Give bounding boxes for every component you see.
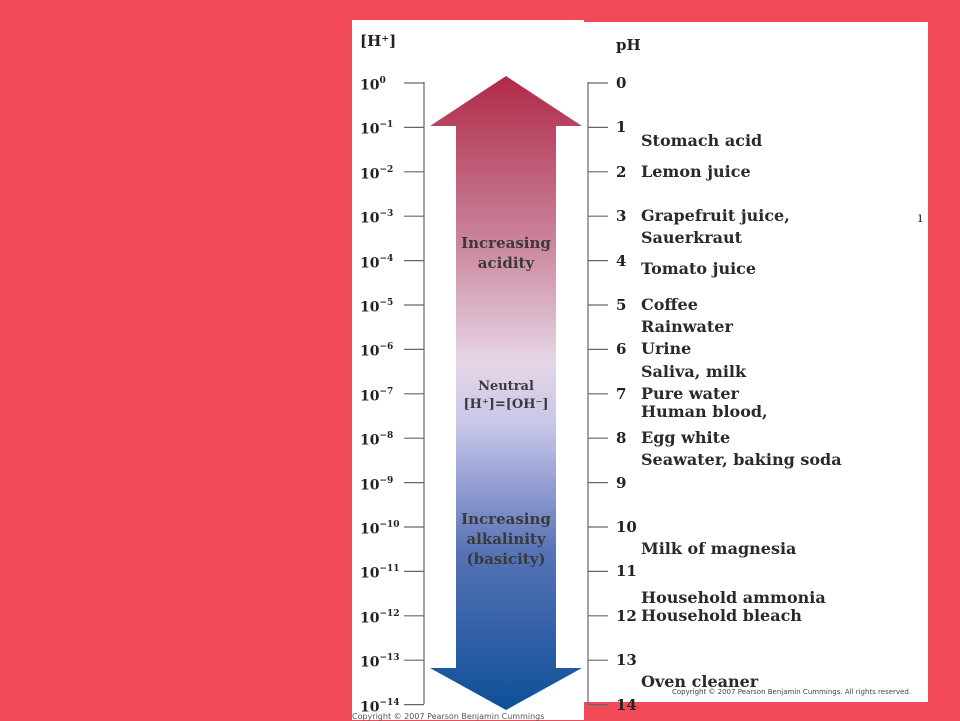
substance-label: Saliva, milk	[641, 361, 747, 381]
alkalinity-label: Increasing alkalinity (basicity)	[436, 509, 576, 569]
substance-label: Lemon juice	[641, 161, 751, 181]
substance-label: Egg white	[641, 428, 731, 448]
conc-exponent: −1	[379, 120, 394, 131]
substance-label: Milk of magnesia	[641, 539, 797, 559]
substance-label: Urine	[641, 339, 692, 359]
conc-base: 10	[360, 344, 380, 361]
ph-label: 1	[616, 118, 627, 137]
ph-label: 5	[616, 296, 627, 314]
ph-label: 6	[616, 340, 627, 359]
alkalinity-line-1: Increasing	[461, 510, 551, 528]
conc-exponent: 0	[379, 76, 386, 86]
conc-base: 10	[360, 299, 380, 316]
acidity-line-1: Increasing	[461, 234, 551, 252]
ph-label: 8	[616, 429, 627, 448]
conc-label: 10−13	[360, 651, 400, 671]
conc-exponent: −14	[379, 697, 400, 708]
conc-exponent: −4	[379, 253, 394, 264]
substance-label: Stomach acid	[641, 130, 763, 150]
conc-exponent: −11	[379, 564, 400, 575]
substance-label: Tomato juice	[641, 259, 757, 279]
conc-exponent: −5	[379, 298, 394, 308]
substance-label: Coffee	[641, 295, 698, 314]
conc-exponent: −7	[379, 386, 394, 397]
diagram-panel-right	[584, 22, 928, 702]
conc-label: 10−6	[360, 340, 393, 360]
conc-base: 10	[360, 654, 380, 671]
substance-label: Human blood,	[641, 401, 768, 421]
conc-exponent: −12	[379, 608, 400, 619]
conc-label: 10−14	[360, 696, 400, 716]
substance-label: Rainwater	[641, 317, 733, 337]
conc-base: 10	[360, 255, 380, 272]
conc-base: 10	[360, 699, 380, 716]
double-arrow	[430, 76, 582, 710]
conc-exponent: −9	[379, 475, 394, 486]
substance-label: Oven cleaner	[641, 672, 759, 692]
conc-exponent: −8	[379, 431, 394, 442]
substance-label: Household ammonia	[641, 588, 826, 608]
ph-label: 0	[616, 74, 627, 92]
substance-label: Sauerkraut	[641, 228, 743, 248]
ph-label: 3	[616, 207, 627, 226]
h-conc-header: [H⁺]	[360, 32, 397, 50]
substance-label: Seawater, baking soda	[641, 450, 842, 470]
substance-label: Pure water	[641, 383, 739, 403]
neutral-line-2: [H⁺]=[OH⁻]	[463, 397, 549, 412]
conc-label: 10−9	[360, 474, 393, 494]
ph-label: 9	[616, 473, 627, 492]
acidity-label: Increasing acidity	[436, 233, 576, 273]
ph-header: pH	[616, 36, 641, 54]
conc-label: 10−5	[360, 296, 393, 316]
conc-base: 10	[360, 566, 380, 583]
acidity-line-2: acidity	[477, 254, 535, 272]
conc-label: 10−8	[360, 429, 393, 449]
conc-label: 10−3	[360, 207, 393, 227]
ph-label: 13	[616, 651, 637, 670]
ph-label: 4	[616, 251, 627, 270]
conc-label: 10−11	[360, 562, 400, 582]
conc-base: 10	[360, 432, 380, 449]
conc-exponent: −13	[379, 653, 400, 664]
alkalinity-line-2: alkalinity	[466, 530, 546, 548]
neutral-label: Neutral [H⁺]=[OH⁻]	[436, 378, 576, 414]
conc-base: 10	[360, 477, 380, 494]
substance-label: Grapefruit juice,	[641, 206, 790, 226]
conc-label: 10−12	[360, 607, 400, 627]
ph-label: 2	[616, 162, 627, 181]
alkalinity-line-3: (basicity)	[466, 550, 546, 568]
ph-label: 7	[616, 384, 627, 403]
conc-label: 10−2	[360, 163, 393, 183]
ph-label: 11	[616, 562, 637, 581]
conc-label: 10−7	[360, 385, 393, 405]
cutoff-copyright-text: Copyright © 2007 Pearson Benjamin Cummin…	[352, 712, 545, 721]
copyright-text: Copyright © 2007 Pearson Benjamin Cummin…	[672, 688, 912, 696]
ph-label: 10	[616, 518, 637, 536]
conc-base: 10	[360, 122, 380, 139]
neutral-line-1: Neutral	[478, 379, 534, 394]
conc-base: 10	[360, 521, 380, 538]
conc-label: 100	[360, 74, 386, 94]
ph-label: 12	[616, 606, 637, 625]
conc-exponent: −2	[379, 164, 394, 175]
conc-exponent: −3	[379, 209, 394, 220]
conc-base: 10	[360, 388, 380, 405]
conc-base: 10	[360, 77, 380, 94]
conc-label: 10−1	[360, 118, 393, 138]
conc-label: 10−4	[360, 252, 393, 272]
conc-base: 10	[360, 210, 380, 227]
conc-exponent: −10	[379, 520, 400, 530]
substance-label: Household bleach	[641, 605, 802, 625]
conc-base: 10	[360, 166, 380, 183]
conc-base: 10	[360, 610, 380, 627]
conc-label: 10−10	[360, 518, 400, 538]
ph-label: 14	[616, 695, 637, 714]
conc-exponent: −6	[379, 342, 394, 353]
edge-mark: ı	[918, 210, 923, 226]
